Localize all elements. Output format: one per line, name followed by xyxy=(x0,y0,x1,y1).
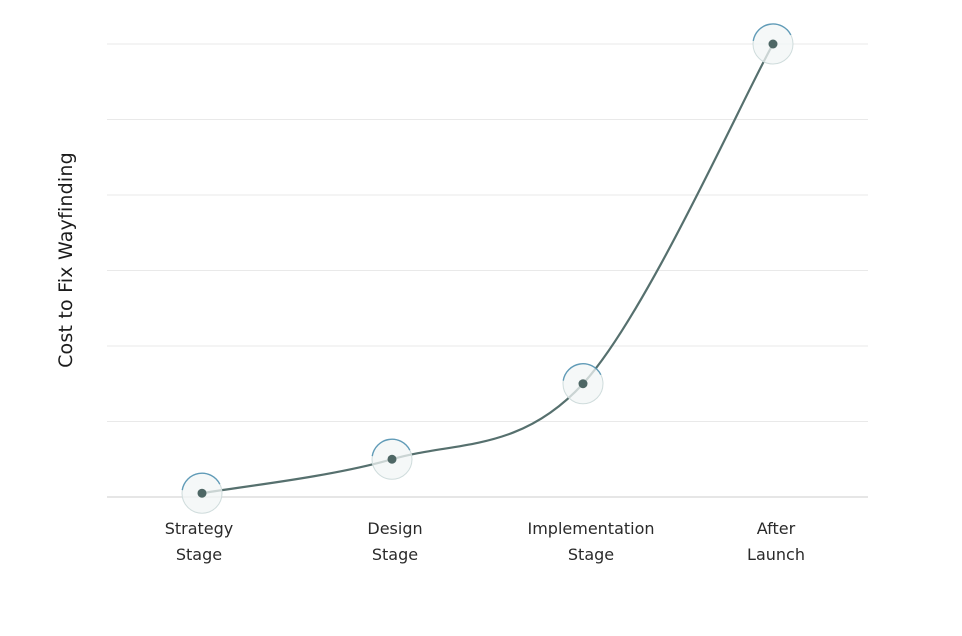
x-tick-label-line: Launch xyxy=(747,545,805,564)
data-markers xyxy=(181,23,794,514)
cost-curve-line xyxy=(201,43,774,495)
x-tick-label-line: Stage xyxy=(371,545,419,564)
data-point-halo-arc xyxy=(752,23,792,41)
x-tick-label: Implementation Stage xyxy=(527,516,654,568)
x-tick-label-line: After xyxy=(756,519,796,538)
x-tick-label-line: Design xyxy=(367,519,423,538)
data-point-2 xyxy=(371,438,413,480)
x-tick-label-line: Implementation xyxy=(527,519,655,538)
x-tick-label: Design Stage xyxy=(367,516,422,568)
data-point-3 xyxy=(562,363,604,405)
data-point-halo-arc xyxy=(371,438,411,457)
data-point-halo-arc xyxy=(181,472,221,491)
data-point-halo-arc xyxy=(562,363,602,381)
data-point-marker xyxy=(387,454,397,464)
data-point-marker xyxy=(197,488,207,498)
x-tick-label-line: Strategy xyxy=(164,519,234,538)
data-point-4 xyxy=(752,23,794,65)
x-tick-label-line: Stage xyxy=(175,545,223,564)
data-point-marker xyxy=(578,379,588,389)
x-tick-label: Strategy Stage xyxy=(165,516,234,568)
data-point-1 xyxy=(181,472,223,514)
x-tick-label: After Launch xyxy=(747,516,805,568)
x-tick-label-line: Stage xyxy=(567,545,615,564)
y-axis-label: Cost to Fix Wayfinding xyxy=(55,152,77,368)
data-point-marker xyxy=(768,39,778,49)
gridlines xyxy=(107,43,868,498)
